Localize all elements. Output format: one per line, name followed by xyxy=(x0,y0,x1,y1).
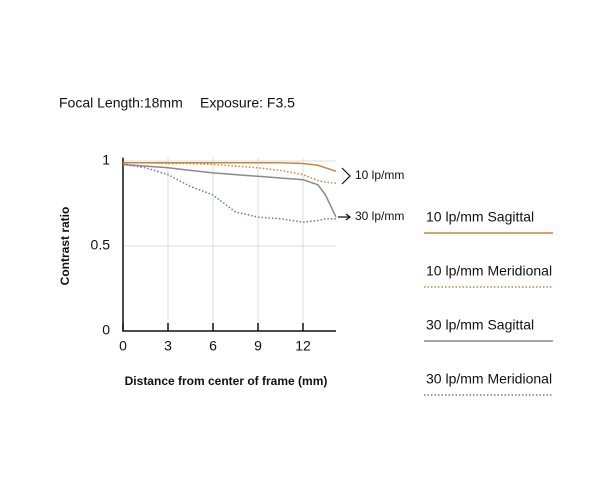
series-line xyxy=(123,161,337,172)
y-axis-label: Contrast ratio xyxy=(58,207,72,286)
x-tick-label: 0 xyxy=(119,338,127,354)
legend-label: 10 lp/mm Sagittal xyxy=(426,209,534,225)
legend-label: 30 lp/mm Sagittal xyxy=(426,317,534,333)
series-line xyxy=(123,161,337,184)
x-tick-label: 9 xyxy=(254,338,262,354)
x-tick-label: 3 xyxy=(164,338,172,354)
legend-label: 10 lp/mm Meridional xyxy=(426,263,552,279)
y-tick-label: 0.5 xyxy=(91,237,111,253)
y-tick-label: 0 xyxy=(102,322,110,338)
legend-label: 30 lp/mm Meridional xyxy=(426,371,552,387)
exposure: Exposure: F3.5 xyxy=(200,95,295,111)
arrow xyxy=(338,213,351,221)
bracket xyxy=(341,167,351,185)
x-tick-label: 12 xyxy=(295,338,311,354)
axes xyxy=(122,157,336,332)
x-tick-label: 6 xyxy=(209,338,217,354)
y-tick-label: 1 xyxy=(102,152,110,168)
series-line xyxy=(122,163,337,218)
focal-length: Focal Length:18mm xyxy=(59,95,183,111)
x-axis-label: Distance from center of frame (mm) xyxy=(125,374,328,388)
annotation: 30 lp/mm xyxy=(355,209,404,223)
annotation: 10 lp/mm xyxy=(355,168,404,182)
series-line xyxy=(122,163,336,223)
